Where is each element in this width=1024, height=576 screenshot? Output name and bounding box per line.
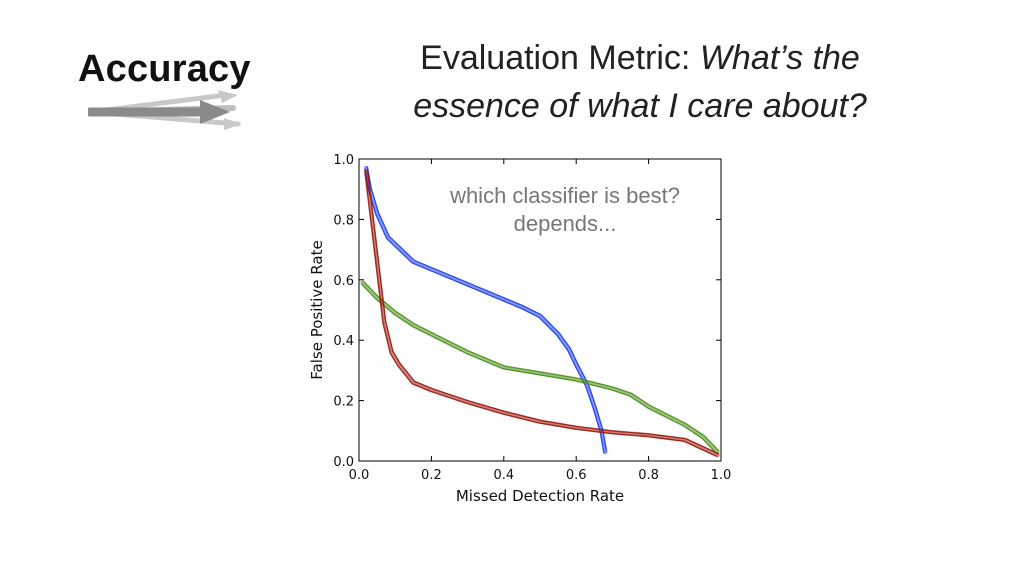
section-title: Accuracy — [78, 48, 251, 90]
x-tick-label: 0.4 — [493, 468, 514, 483]
annotation-line-1: which classifier is best? — [450, 183, 680, 208]
y-tick-label: 0.8 — [333, 213, 354, 228]
series-line-1-trace-2 — [364, 168, 605, 454]
y-axis-label: False Positive Rate — [308, 240, 326, 379]
heading-italic: What’s the essence of what I care about? — [413, 39, 867, 125]
y-tick-label: 1.0 — [333, 153, 354, 168]
x-tick-label: 0.2 — [421, 468, 442, 483]
series-layer — [360, 165, 720, 458]
arrows-icon — [88, 90, 242, 130]
y-tick-label: 0.6 — [333, 274, 354, 289]
chart-annotation: which classifier is best? depends... — [415, 182, 715, 238]
series-line-1-trace-1 — [366, 166, 608, 452]
series-line-2 — [360, 280, 720, 455]
x-axis-label: Missed Detection Rate — [456, 487, 624, 505]
y-tick-label: 0.0 — [333, 455, 354, 470]
annotation-line-2: depends... — [513, 211, 617, 236]
series-line-2-trace-1 — [363, 280, 720, 452]
series-line-3-trace-1 — [366, 169, 720, 455]
series-line-2-trace-2 — [360, 283, 717, 454]
x-tick-label: 1.0 — [711, 468, 732, 483]
series-line-1 — [363, 165, 608, 455]
heading-lead: Evaluation Metric: — [420, 39, 700, 77]
plot-frame — [358, 158, 722, 462]
y-tick-label: 0.2 — [333, 395, 354, 410]
x-tick-label: 0.6 — [566, 468, 587, 483]
series-line-3-trace-2 — [364, 171, 717, 457]
y-tick-label: 0.4 — [333, 334, 354, 349]
slide-heading: Evaluation Metric: What’s the essence of… — [370, 34, 910, 130]
tick-layer: 0.0 0.2 0.4 0.6 0.8 1.0 0.0 0.2 0.4 0.6 0.8 1.0 — [333, 153, 731, 483]
x-tick-label: 0.0 — [349, 468, 370, 483]
x-tick-label: 0.8 — [638, 468, 659, 483]
series-line-3 — [363, 168, 720, 458]
